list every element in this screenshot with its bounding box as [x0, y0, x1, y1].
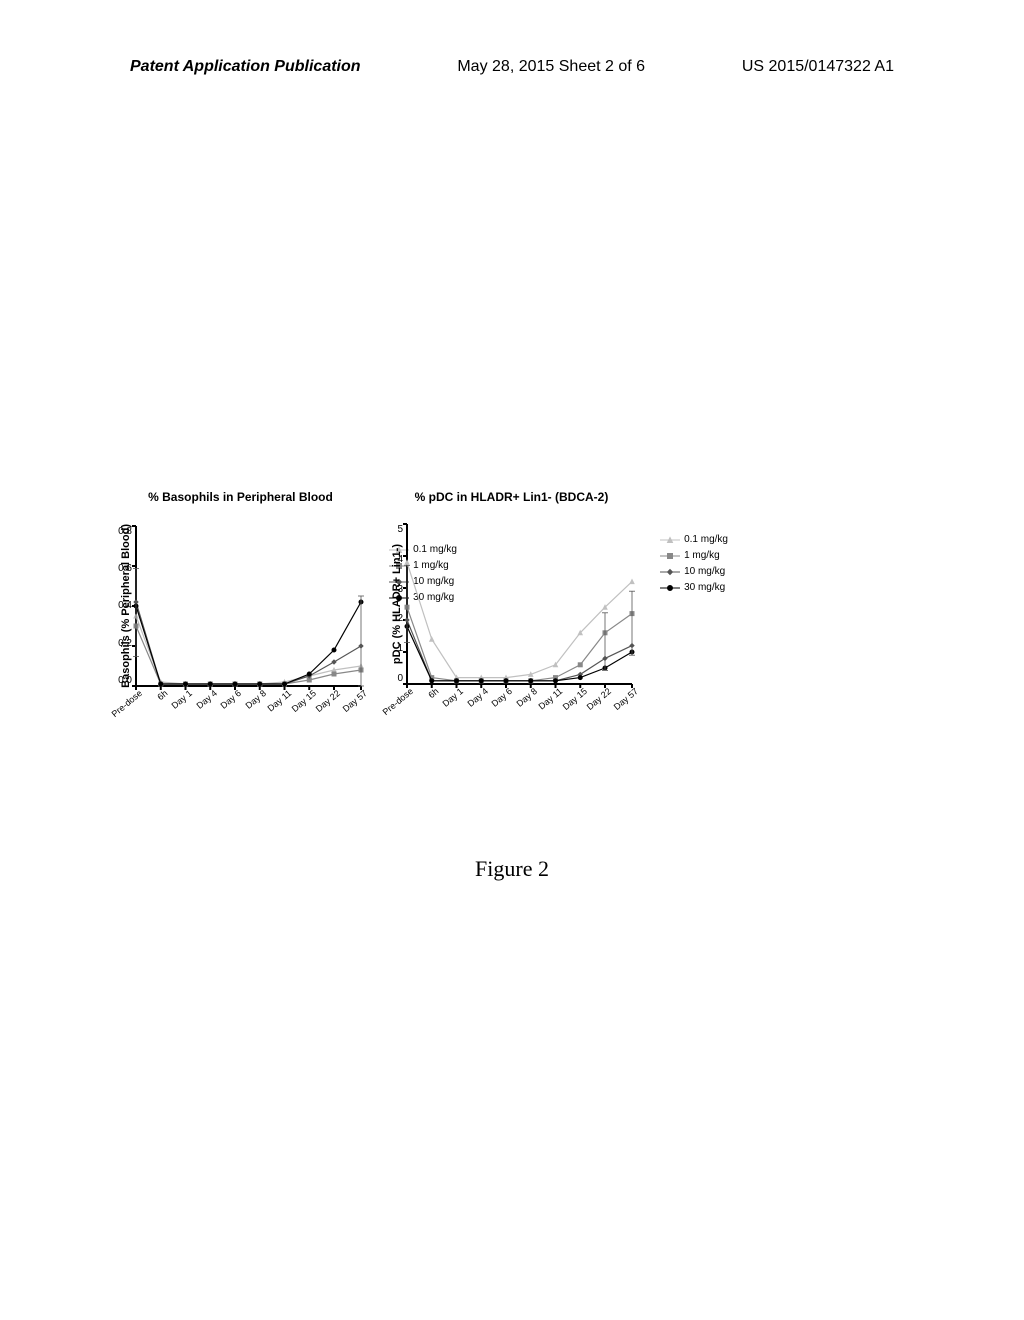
header-right: US 2015/0147322 A1: [742, 58, 894, 76]
ytick-labels: 0.8 0.6 0.4 0.2 0.0: [108, 526, 132, 686]
plot-area: 0.80.60.40.20.0 Pre-dose6hDay 1Day 4Day …: [136, 526, 361, 686]
ytick-label: 1: [397, 643, 403, 654]
chart-title: % pDC in HLADR+ Lin1- (BDCA-2): [391, 490, 632, 504]
legend-item: 1 mg/kg: [660, 548, 728, 564]
legend-item: 10 mg/kg: [660, 564, 728, 580]
xtick-label: Pre-dose: [110, 688, 144, 719]
xtick-label: Day 1: [169, 688, 193, 711]
xtick-label: Day 8: [244, 688, 268, 711]
xtick-labels: Pre-dose6hDay 1Day 4Day 6Day 8Day 11Day …: [136, 686, 361, 732]
legend-item: 30 mg/kg: [660, 580, 728, 596]
xtick-label: Day 22: [314, 688, 342, 714]
xtick-label: Day 22: [585, 686, 613, 712]
legend-label: 1 mg/kg: [684, 548, 720, 564]
xtick-label: Day 15: [289, 688, 317, 714]
xtick-label: Pre-dose: [381, 686, 415, 717]
ytick-label: 0.2: [118, 638, 132, 649]
xtick-label: 6h: [426, 686, 440, 700]
xtick-label: Day 1: [440, 686, 464, 709]
legend-item: 0.1 mg/kg: [660, 532, 728, 548]
xtick-labels: Pre-dose6hDay 1Day 4Day 6Day 8Day 11Day …: [407, 684, 632, 730]
legend: 0.1 mg/kg1 mg/kg10 mg/kg30 mg/kg: [660, 532, 728, 596]
ytick-label: 0.0: [118, 675, 132, 686]
ytick-label: 5: [397, 524, 403, 535]
ytick-labels: 5 4 3 2 1 0: [379, 524, 403, 684]
xtick-label: Day 4: [465, 686, 489, 709]
xtick-label: Day 6: [490, 686, 514, 709]
xtick-label: Day 15: [560, 686, 588, 712]
basophils-chart: % Basophils in Peripheral Blood Basophil…: [120, 490, 361, 688]
charts-container: % Basophils in Peripheral Blood Basophil…: [120, 490, 632, 688]
ytick-label: 0.8: [118, 526, 132, 537]
patent-header: Patent Application Publication May 28, 2…: [0, 58, 1024, 76]
xtick-label: Day 57: [612, 686, 640, 712]
xtick-label: Day 4: [194, 688, 218, 711]
ytick-label: 0.4: [118, 600, 132, 611]
xtick-label: Day 6: [219, 688, 243, 711]
header-center: May 28, 2015 Sheet 2 of 6: [457, 58, 645, 76]
ytick-label: 3: [397, 584, 403, 595]
ytick-label: 2: [397, 613, 403, 624]
xtick-label: Day 11: [536, 686, 564, 712]
pdc-chart: % pDC in HLADR+ Lin1- (BDCA-2) pDC (% HL…: [391, 490, 632, 688]
xtick-label: Day 57: [341, 688, 369, 714]
legend-label: 0.1 mg/kg: [684, 532, 728, 548]
xtick-label: 6h: [155, 688, 169, 702]
plot-area: 543210 Pre-dose6hDay 1Day 4Day 6Day 8Day…: [407, 524, 632, 684]
legend-label: 10 mg/kg: [684, 564, 725, 580]
ytick-label: 0: [397, 673, 403, 684]
figure-caption: Figure 2: [0, 856, 1024, 882]
xtick-label: Day 8: [515, 686, 539, 709]
ytick-label: 4: [397, 554, 403, 565]
header-left: Patent Application Publication: [130, 58, 361, 76]
chart-title: % Basophils in Peripheral Blood: [120, 490, 361, 504]
ytick-label: 0.6: [118, 563, 132, 574]
legend-label: 30 mg/kg: [684, 580, 725, 596]
xtick-label: Day 11: [265, 688, 293, 714]
